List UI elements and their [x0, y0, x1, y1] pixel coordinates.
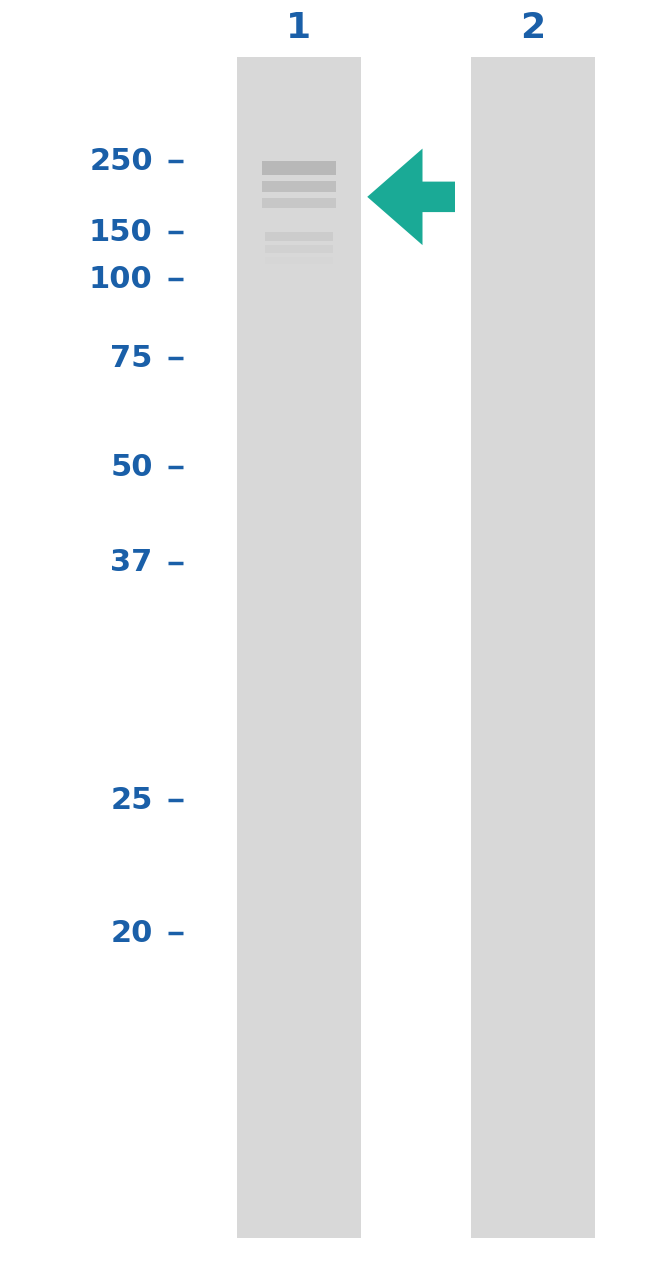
Text: 37: 37: [111, 549, 153, 577]
Text: 50: 50: [111, 453, 153, 481]
Bar: [237, 57, 361, 1238]
Text: 100: 100: [89, 265, 153, 293]
Text: 250: 250: [89, 147, 153, 175]
Bar: [261, 180, 337, 192]
Bar: [261, 160, 337, 175]
Bar: [471, 57, 595, 1238]
Bar: [261, 198, 337, 208]
Polygon shape: [367, 149, 455, 245]
Text: 75: 75: [111, 344, 153, 372]
Bar: [265, 257, 333, 264]
Text: 25: 25: [111, 786, 153, 814]
Text: 2: 2: [521, 11, 545, 44]
Text: 1: 1: [287, 11, 311, 44]
Text: 150: 150: [89, 218, 153, 246]
Bar: [265, 232, 333, 241]
Text: 20: 20: [111, 919, 153, 947]
Bar: [265, 245, 333, 253]
